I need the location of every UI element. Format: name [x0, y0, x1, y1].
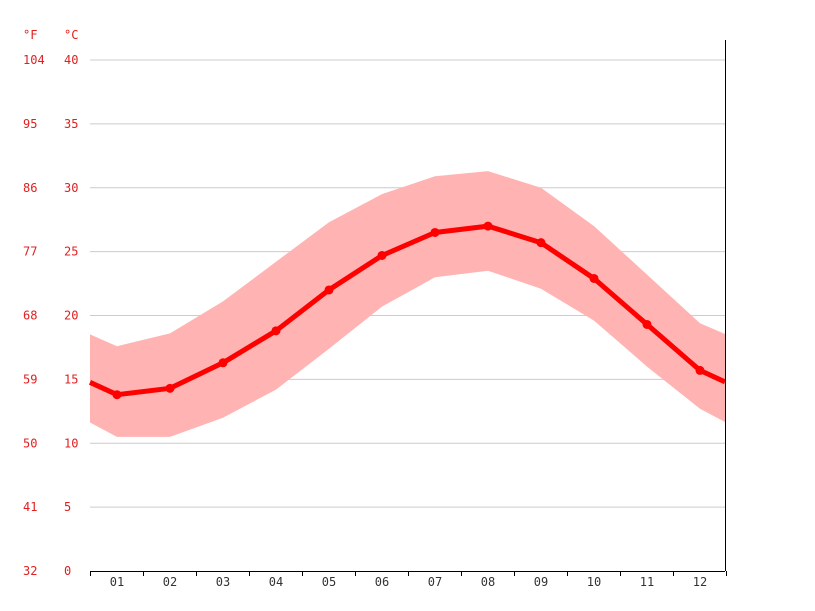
x-tick-label: 09 — [534, 575, 548, 589]
y-tick-label-celsius: 40 — [64, 53, 78, 67]
data-point — [271, 326, 281, 336]
y-tick-label-fahrenheit: 86 — [23, 181, 37, 195]
x-tick-label: 01 — [110, 575, 124, 589]
data-point — [377, 250, 387, 260]
x-tick-label: 05 — [322, 575, 336, 589]
y-tick-label-fahrenheit: 104 — [23, 53, 45, 67]
data-point — [536, 238, 546, 248]
x-tick-label: 12 — [693, 575, 707, 589]
x-tick-label: 11 — [640, 575, 654, 589]
data-point — [642, 319, 652, 329]
data-point — [324, 285, 334, 295]
y-tick-label-fahrenheit: 68 — [23, 309, 37, 323]
data-point — [483, 221, 493, 231]
data-point — [695, 365, 705, 375]
x-tick-label: 03 — [216, 575, 230, 589]
x-tick-label: 04 — [269, 575, 283, 589]
y-tick-label-fahrenheit: 77 — [23, 245, 37, 259]
y-tick-label-celsius: 20 — [64, 309, 78, 323]
y-tick-label-celsius: 10 — [64, 436, 78, 450]
y-tick-label-fahrenheit: 50 — [23, 436, 37, 450]
x-tick-label: 10 — [587, 575, 601, 589]
data-point — [430, 227, 440, 237]
x-tick-label: 02 — [163, 575, 177, 589]
celsius-unit-label: °C — [64, 28, 78, 42]
x-tick-label: 07 — [428, 575, 442, 589]
fahrenheit-unit-label: °F — [23, 28, 37, 42]
y-tick-label-fahrenheit: 95 — [23, 117, 37, 131]
y-tick-label-celsius: 0 — [64, 564, 71, 578]
y-tick-label-fahrenheit: 32 — [23, 564, 37, 578]
data-point — [218, 358, 228, 368]
x-tick-label: 06 — [375, 575, 389, 589]
data-point — [112, 390, 122, 400]
y-tick-label-celsius: 35 — [64, 117, 78, 131]
y-tick-label-fahrenheit: 59 — [23, 372, 37, 386]
y-tick-label-celsius: 5 — [64, 500, 71, 514]
data-point — [589, 273, 599, 283]
y-tick-label-celsius: 25 — [64, 245, 78, 259]
axes — [90, 40, 727, 576]
axis-labels: °F °C 104 40 95 35 86 30 77 25 68 20 59 15 50 10 41 5 32… — [23, 28, 707, 589]
y-tick-label-celsius: 30 — [64, 181, 78, 195]
data-point — [165, 383, 175, 393]
data-points — [112, 221, 705, 400]
average-temperature-line — [88, 223, 727, 398]
temperature-range-band — [90, 171, 725, 437]
y-tick-label-fahrenheit: 41 — [23, 500, 37, 514]
y-tick-label-celsius: 15 — [64, 372, 78, 386]
x-tick-label: 08 — [481, 575, 495, 589]
